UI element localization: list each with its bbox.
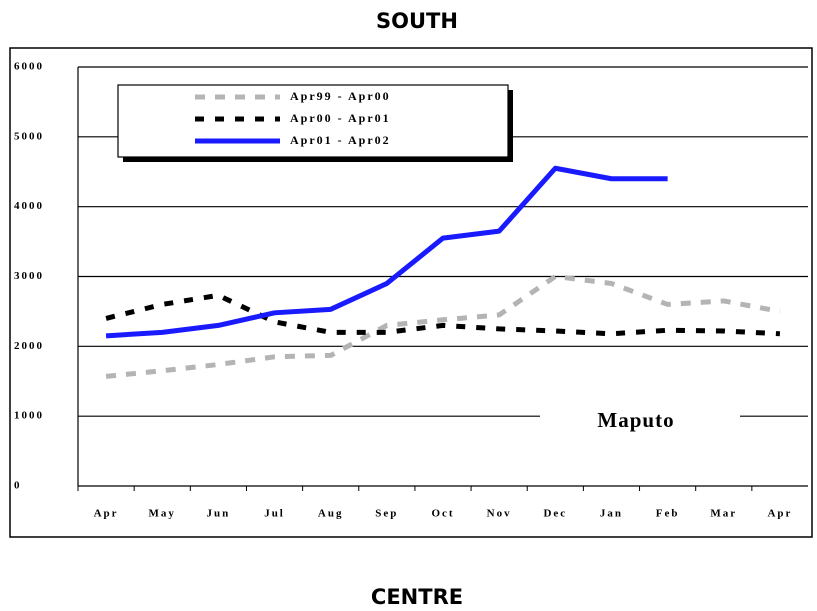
y-tick-label: 1000 <box>14 410 44 422</box>
x-tick-label: Sep <box>375 508 398 520</box>
chart-frame <box>9 47 813 538</box>
legend-label: Apr99 - Apr00 <box>290 89 391 103</box>
legend <box>117 84 509 158</box>
x-tick-label: Jan <box>600 508 623 520</box>
series-line <box>105 292 781 337</box>
x-tick-label: Mar <box>710 508 737 520</box>
x-tick-label: Oct <box>431 508 454 520</box>
x-tick-label: Jun <box>207 508 231 520</box>
x-tick-label: Feb <box>656 508 680 520</box>
y-tick-label: 4000 <box>14 200 44 212</box>
x-tick-label: Jul <box>264 508 285 520</box>
series-line <box>105 274 781 379</box>
y-tick-label: 3000 <box>14 270 44 282</box>
x-tick-label: Nov <box>487 508 512 520</box>
legend-label: Apr00 - Apr01 <box>290 111 391 125</box>
section-title: CENTRE <box>371 585 463 609</box>
legend-label: Apr01 - Apr02 <box>290 133 391 147</box>
annotation: Maputo <box>597 408 674 432</box>
y-tick-label: 6000 <box>14 61 44 73</box>
x-tick-label: Apr <box>767 508 792 520</box>
x-tick-label: Apr <box>94 508 119 520</box>
x-tick-label: May <box>149 508 176 520</box>
annotation-bg <box>540 402 740 438</box>
series-line <box>105 165 668 339</box>
y-tick-label: 5000 <box>14 130 44 142</box>
y-tick-label: 0 <box>14 480 22 492</box>
chart-title: SOUTH <box>376 9 458 33</box>
x-tick-label: Aug <box>318 508 344 520</box>
x-tick-label: Dec <box>543 508 567 520</box>
y-tick-label: 2000 <box>14 340 44 352</box>
